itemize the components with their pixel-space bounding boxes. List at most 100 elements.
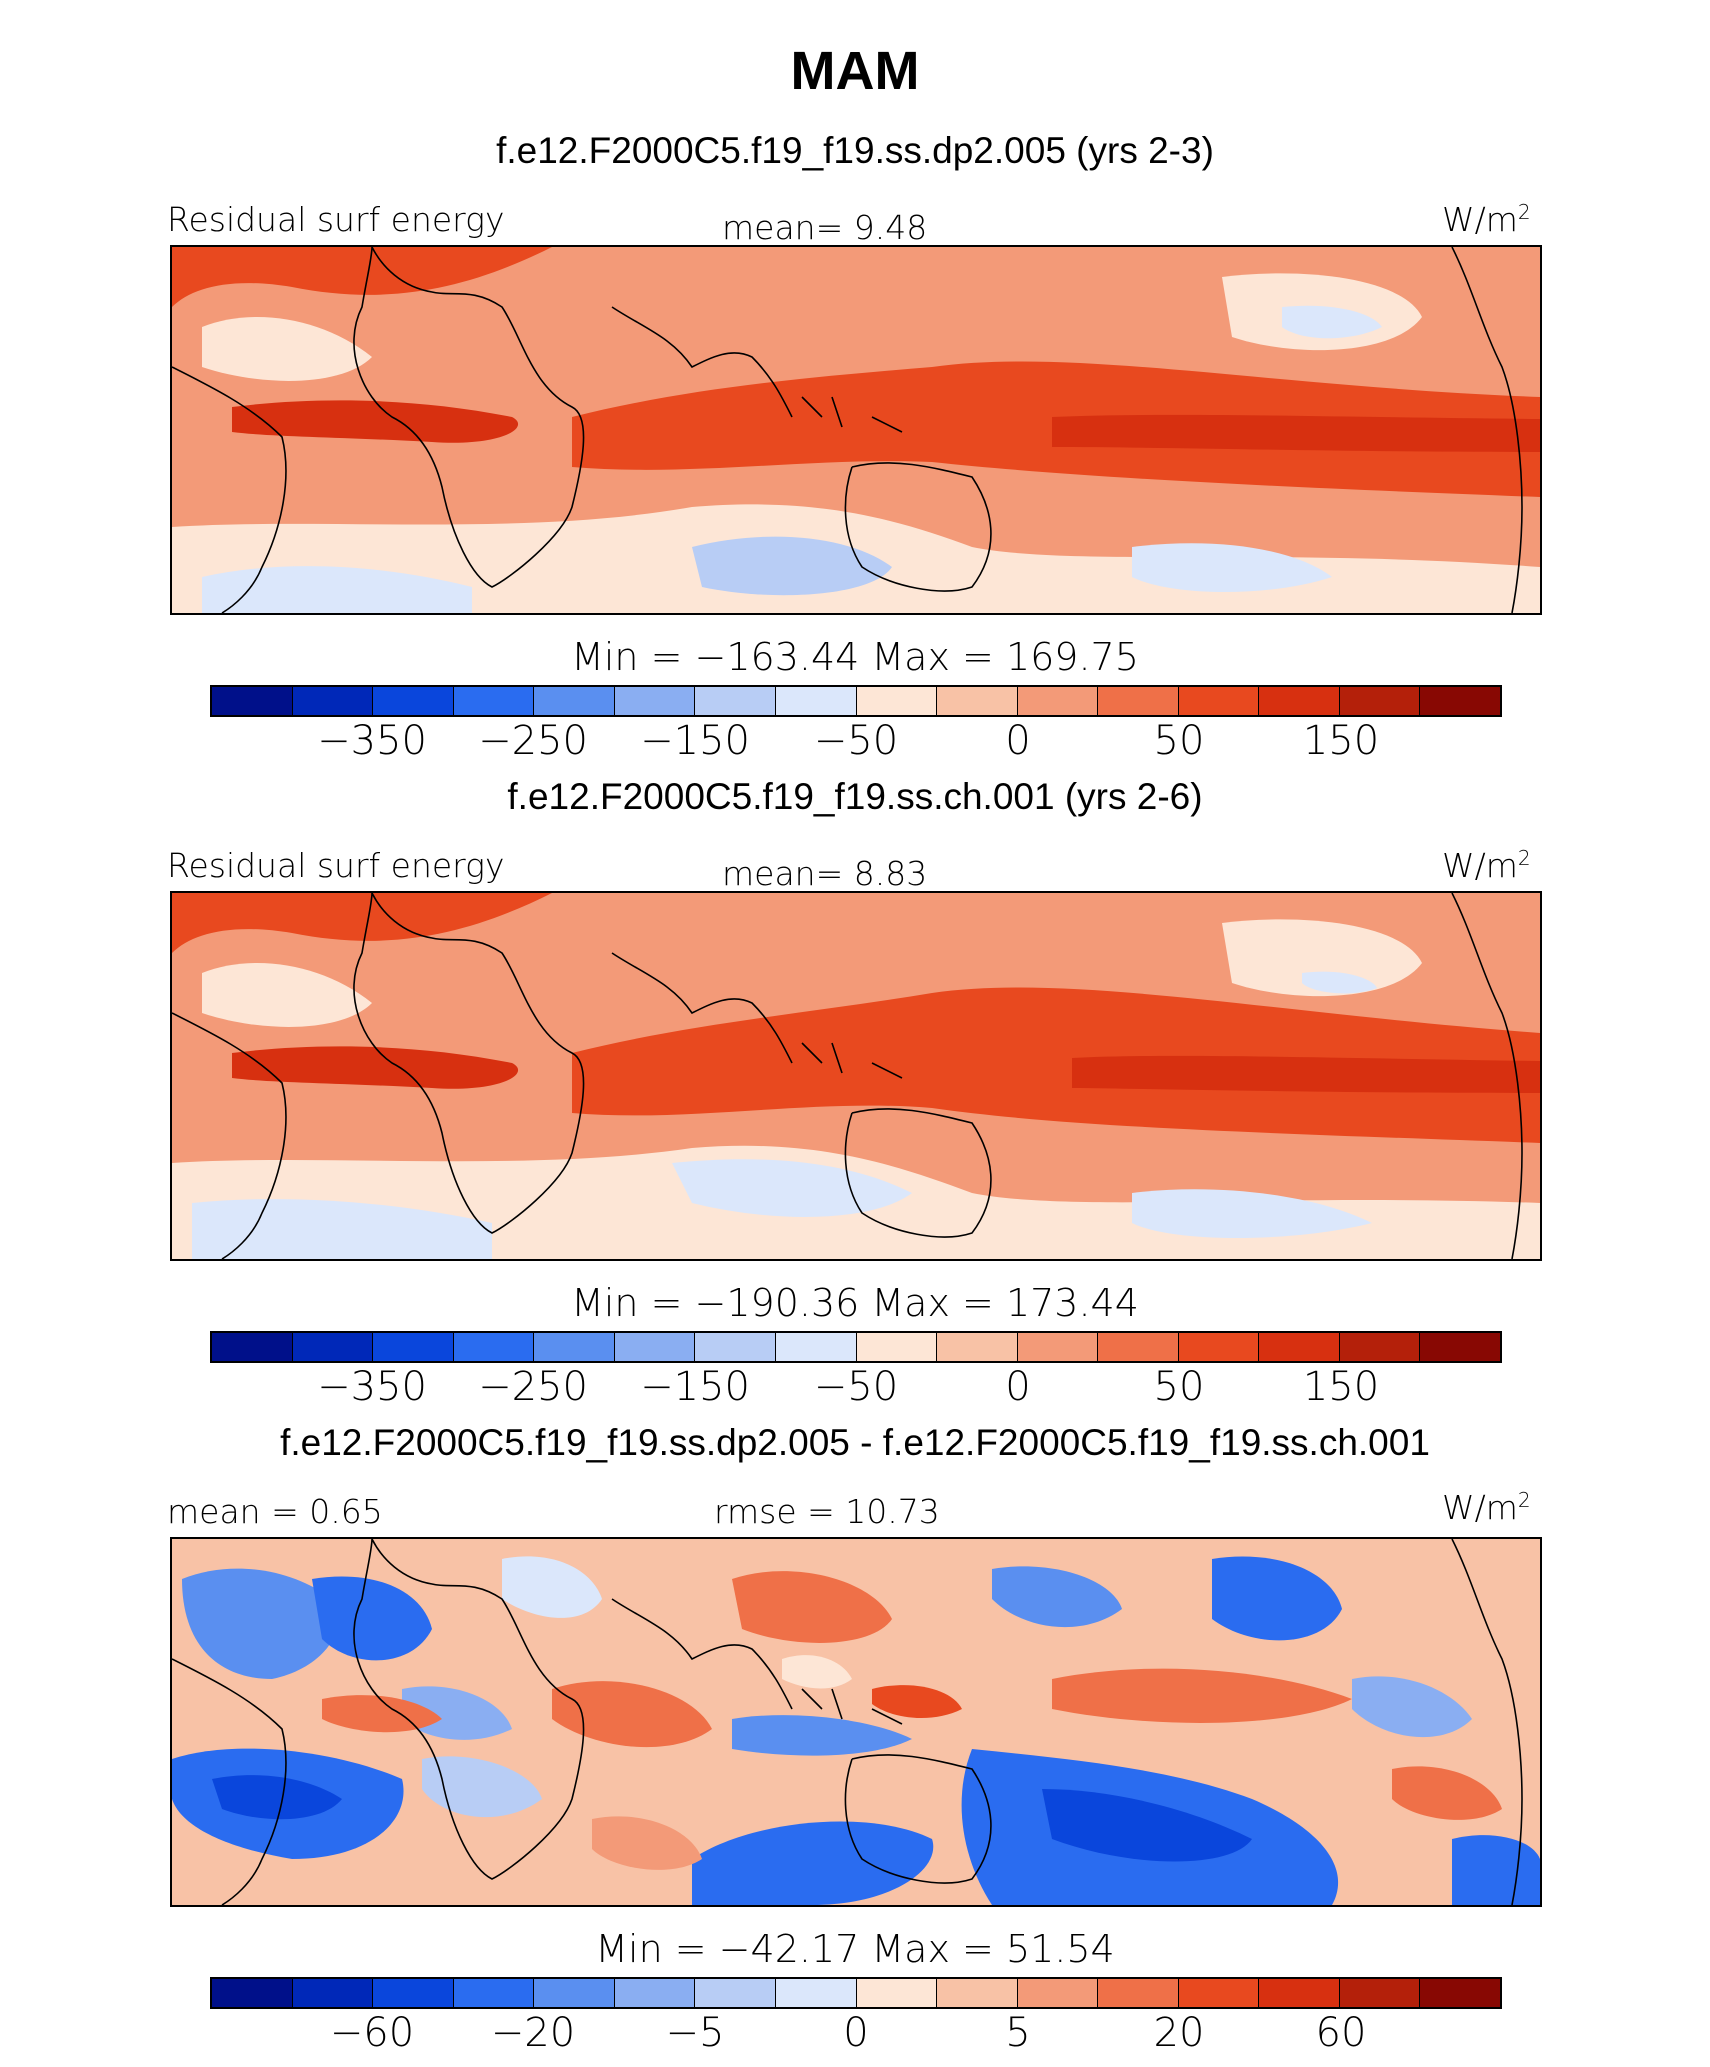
panel1-minmax: Min = −163.44 Max = 169.75 [571, 635, 1139, 679]
panel1-map [170, 245, 1542, 615]
panel3-colorbar-box [373, 1979, 454, 2007]
panel2-colorbar-tick: 50 [1153, 1364, 1205, 1410]
panel3-coast-islands [801, 1688, 903, 1725]
panel3-colorbar-box [1098, 1979, 1179, 2007]
panel2-colorbar-tick: −50 [813, 1364, 899, 1410]
panel2-itcz-pac [1072, 1055, 1540, 1093]
panel3-colorbar-box [937, 1979, 1018, 2007]
panel2-colorbar-tick: 150 [1302, 1364, 1380, 1410]
panel3-blue-k [1212, 1556, 1342, 1641]
panel3-blue-n [1452, 1835, 1540, 1905]
panel3-colorbar-box [534, 1979, 615, 2007]
panel1-colorbar-box [453, 687, 535, 715]
panel2-map-svg [172, 893, 1540, 1259]
panel1-colorbar-box [1420, 687, 1500, 715]
panel2-coast-asia [611, 952, 793, 1064]
panel3-blue-a [182, 1568, 339, 1679]
panel3-minmax: Min = −42.17 Max = 51.54 [595, 1927, 1115, 1971]
panel3-coast-sam [172, 1658, 287, 1905]
panel1-north-band [172, 247, 552, 307]
panel1-itcz-pac [1052, 414, 1540, 452]
panel2-colorbar-box [373, 1333, 454, 1361]
panel1-colorbar-tick: −150 [640, 718, 750, 764]
panel2-colorbar [210, 1331, 1502, 1363]
panel1-colorbar-tick: −350 [317, 718, 427, 764]
panel3-colorbar-box [212, 1979, 293, 2007]
panel3-colorbar-box [453, 1979, 535, 2007]
panel1-colorbar-box [1259, 687, 1340, 715]
panel2-map [170, 891, 1542, 1261]
panel2-colorbar-tick: −350 [317, 1364, 427, 1410]
panel3-pale-b [782, 1655, 852, 1689]
panel2-itcz-atl [232, 1046, 519, 1089]
panel1-colorbar [210, 685, 1502, 717]
panel3-blue-g [692, 1821, 934, 1905]
panel2-south-cool-a [192, 1199, 492, 1259]
panel1-south-cool-a [202, 566, 472, 613]
panel2-patch-na [202, 963, 372, 1027]
panel2-south-cool-b [672, 1159, 912, 1217]
panel1-colorbar-box [212, 687, 293, 715]
panel3-coast-africa [353, 1539, 585, 1880]
panel1-colorbar-tick: 150 [1302, 718, 1380, 764]
panel3-colorbar-box [775, 1979, 857, 2007]
panel3-blue-l [992, 1566, 1122, 1628]
panel1-itcz-atl [232, 400, 519, 443]
panel3-colorbar [210, 1977, 1502, 2009]
panel1-colorbar-tick: 0 [1005, 718, 1031, 764]
panel2-coast-aus [844, 1108, 992, 1238]
panel2-colorbar-box [534, 1333, 615, 1361]
panel1-coast-sam [172, 366, 287, 613]
panel3-colorbar-box [1420, 1979, 1500, 2007]
panel1-patch-na [202, 317, 372, 381]
panel3-colorbar-box [1339, 1979, 1421, 2007]
panel2-coast-sam [172, 1012, 287, 1259]
panel3-blue-b [312, 1576, 432, 1661]
panel1-colorbar-box [775, 687, 857, 715]
panel1-colorbar-box [856, 687, 938, 715]
panel3-pale-a [502, 1556, 602, 1618]
panel1-variable-label: Residual surf energy [167, 200, 505, 239]
panel2-coastlines [172, 893, 1523, 1259]
panel1-colorbar-box [373, 687, 454, 715]
panel1-colorbar-tick: −50 [813, 718, 899, 764]
panel2-colorbar-box [775, 1333, 857, 1361]
panel1-coast-aus [844, 462, 992, 592]
panel3-colorbar-tick: −60 [329, 2010, 415, 2056]
panel3-colorbar-box [1017, 1979, 1099, 2007]
panel2-south-cool-c [1132, 1189, 1372, 1238]
panel1-colorbar-box [1178, 687, 1260, 715]
panel3-subtitle: f.e12.F2000C5.f19_f19.ss.dp2.005 - f.e12… [280, 1422, 1430, 1463]
panel1-coast-africa [353, 247, 585, 588]
panel3-blue-j [1042, 1789, 1252, 1862]
panel1-coast-asia [611, 306, 793, 418]
panel3-coastlines [172, 1539, 1523, 1905]
panel1-cool-pac [1282, 305, 1382, 339]
panel2-patch-pac [1222, 919, 1422, 997]
panel2-colorbar-tick: 0 [1005, 1364, 1031, 1410]
panel3-red-d [1052, 1668, 1352, 1723]
panel2-colorbar-box [614, 1333, 696, 1361]
panel3-red-b [552, 1681, 712, 1748]
panel2-colorbar-box [453, 1333, 535, 1361]
figure-title: MAM [790, 41, 920, 101]
panel2-colorbar-box [695, 1333, 776, 1361]
panel3-mean-label: mean = 0.65 [167, 1492, 383, 1531]
panel1-units: W/m2 [1442, 200, 1531, 239]
panel1-colorbar-box [937, 687, 1018, 715]
panel2-units: W/m2 [1442, 846, 1531, 885]
panel3-map-svg [172, 1539, 1540, 1905]
panel2-colorbar-box [937, 1333, 1018, 1361]
panel2-colorbar-tick: −250 [478, 1364, 588, 1410]
panel2-mean-label: mean= 8.83 [722, 854, 928, 893]
panel3-blue-e [212, 1775, 342, 1820]
panel3-colorbar-tick: 5 [1005, 2010, 1031, 2056]
panel1-colorbar-tick: 50 [1153, 718, 1205, 764]
panel3-colorbar-box [1259, 1979, 1340, 2007]
panel2-colorbar-tick: −150 [640, 1364, 750, 1410]
panel1-south-cool-b [692, 536, 892, 596]
panel1-subtitle: f.e12.F2000C5.f19_f19.ss.dp2.005 (yrs 2-… [496, 130, 1214, 171]
panel3-blue-h [732, 1715, 912, 1756]
panel2-colorbar-box [292, 1333, 374, 1361]
panel1-south-cool-c [1132, 543, 1332, 592]
